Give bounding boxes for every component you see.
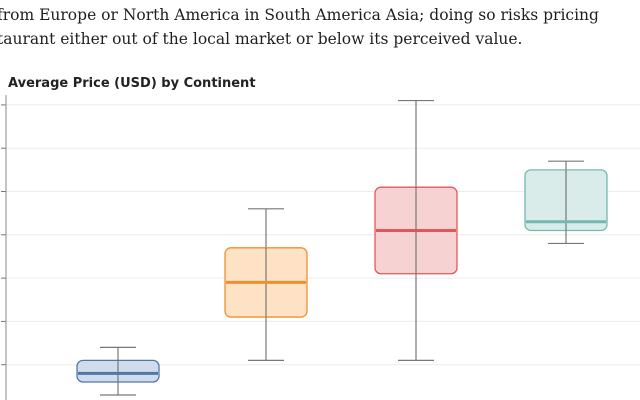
paragraph-line-1: from Europe or North America in South Am…	[0, 6, 599, 24]
article-text: from Europe or North America in South Am…	[0, 0, 640, 60]
chart-title: Average Price (USD) by Continent	[8, 76, 256, 91]
paragraph-line-2: taurant either out of the local market o…	[0, 30, 523, 48]
